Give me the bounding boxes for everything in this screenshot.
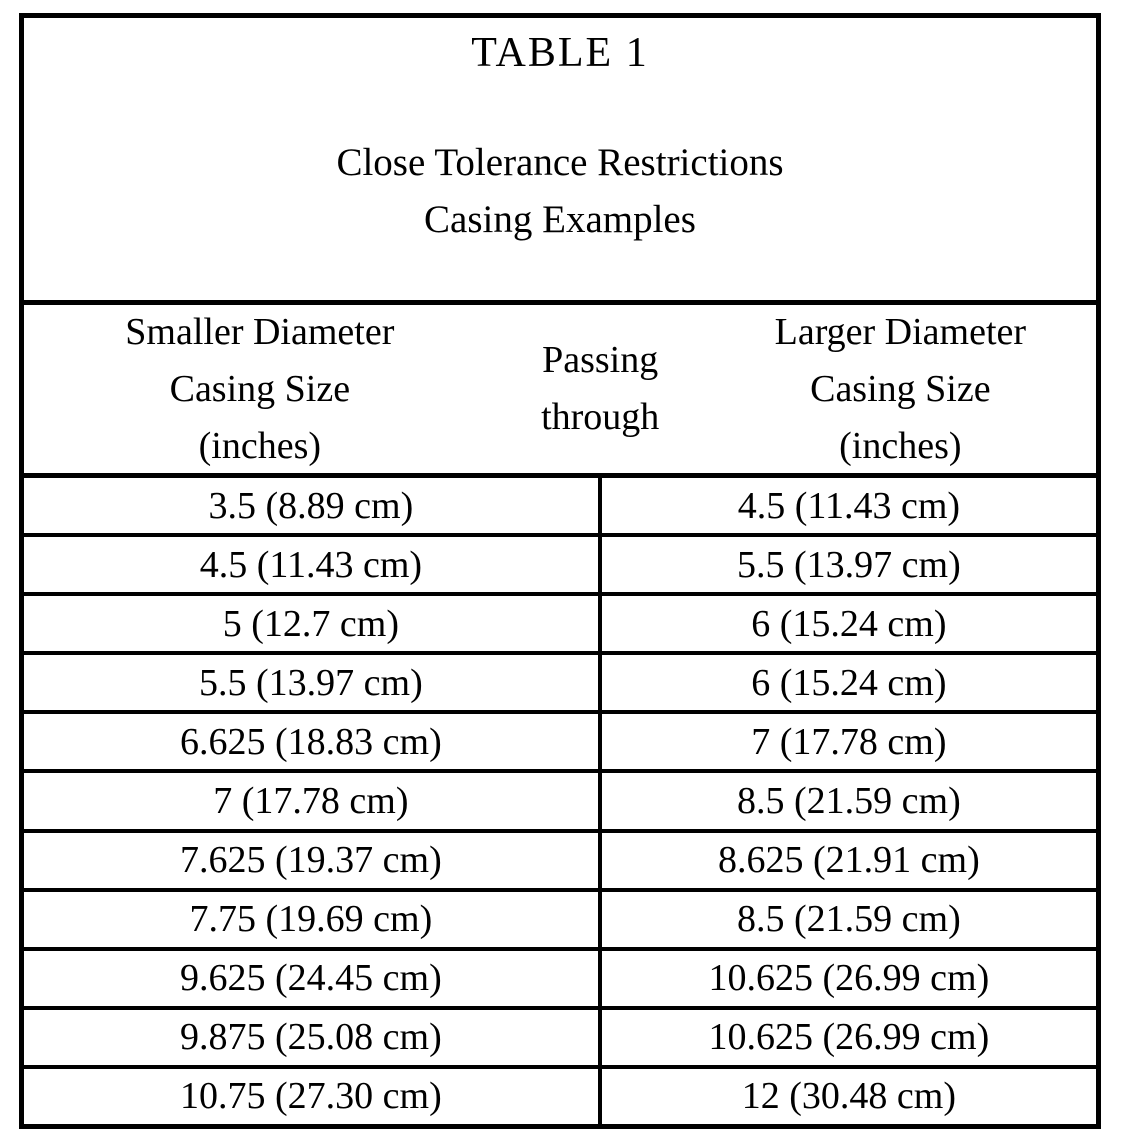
larger-casing-cell: 10.625 (26.99 cm)	[708, 957, 990, 1000]
larger-casing-cell: 6 (15.24 cm)	[751, 661, 947, 704]
larger-casing-cell: 8.625 (21.91 cm)	[718, 839, 980, 882]
smaller-casing-cell: 10.75 (27.30 cm)	[24, 1068, 602, 1125]
table-1-frame: TABLE 1 Close Tolerance Restrictions Cas…	[19, 13, 1101, 1129]
larger-casing-cell: 6 (15.24 cm)	[751, 602, 947, 645]
table-subtitle-line1: Close Tolerance Restrictions	[336, 141, 784, 184]
header-passing-through: Passing through	[541, 339, 660, 438]
header-smaller-diameter-casing-size: Smaller Diameter Casing Size (inches)	[125, 310, 395, 467]
table-row: 9.875 (25.08 cm) 10.625 (26.99 cm)	[24, 1005, 1096, 1065]
table-row: 7.625 (19.37 cm) 8.625 (21.91 cm)	[24, 828, 1096, 888]
table-title: TABLE 1	[471, 30, 649, 76]
larger-casing-cell: 10.625 (26.99 cm)	[708, 1016, 990, 1059]
table-row: 7.75 (19.69 cm) 8.5 (21.59 cm)	[24, 887, 1096, 947]
table-subtitle: Close Tolerance Restrictions Casing Exam…	[24, 134, 1096, 248]
larger-casing-cell: 8.5 (21.59 cm)	[737, 898, 961, 941]
header-larger-diameter-casing-size: Larger Diameter Casing Size (inches)	[774, 310, 1027, 467]
table-header-row: Smaller Diameter Casing Size (inches) Pa…	[24, 300, 1096, 478]
smaller-casing-cell: 5.5 (13.97 cm)	[24, 655, 602, 711]
smaller-casing-cell: 7.75 (19.69 cm)	[24, 891, 602, 947]
larger-casing-cell: 8.5 (21.59 cm)	[737, 780, 961, 823]
table-row: 10.75 (27.30 cm) 12 (30.48 cm)	[24, 1064, 1096, 1125]
smaller-casing-cell: 3.5 (8.89 cm)	[24, 478, 602, 534]
smaller-casing-cell: 9.625 (24.45 cm)	[24, 950, 602, 1006]
larger-casing-cell: 4.5 (11.43 cm)	[737, 484, 961, 527]
smaller-casing-cell: 7.625 (19.37 cm)	[24, 832, 602, 888]
smaller-casing-cell: 5 (12.7 cm)	[24, 596, 602, 652]
table-row: 6.625 (18.83 cm) 7 (17.78 cm)	[24, 710, 1096, 770]
larger-casing-cell: 7 (17.78 cm)	[751, 720, 947, 763]
larger-casing-cell: 12 (30.48 cm)	[741, 1075, 957, 1118]
table-row: 3.5 (8.89 cm) 4.5 (11.43 cm)	[24, 478, 1096, 534]
table-row: 5.5 (13.97 cm) 6 (15.24 cm)	[24, 651, 1096, 711]
smaller-casing-cell: 7 (17.78 cm)	[24, 773, 602, 829]
table-row: 9.625 (24.45 cm) 10.625 (26.99 cm)	[24, 946, 1096, 1006]
table-subtitle-line2: Casing Examples	[424, 198, 696, 241]
smaller-casing-cell: 9.875 (25.08 cm)	[24, 1009, 602, 1065]
smaller-casing-cell: 6.625 (18.83 cm)	[24, 714, 602, 770]
table-row: 7 (17.78 cm) 8.5 (21.59 cm)	[24, 769, 1096, 829]
table-title-section: TABLE 1 Close Tolerance Restrictions Cas…	[24, 18, 1096, 300]
larger-casing-cell: 5.5 (13.97 cm)	[737, 543, 961, 586]
table-row: 4.5 (11.43 cm) 5.5 (13.97 cm)	[24, 533, 1096, 593]
smaller-casing-cell: 4.5 (11.43 cm)	[24, 537, 602, 593]
table-body: 3.5 (8.89 cm) 4.5 (11.43 cm) 4.5 (11.43 …	[24, 478, 1096, 1125]
table-row: 5 (12.7 cm) 6 (15.24 cm)	[24, 592, 1096, 652]
